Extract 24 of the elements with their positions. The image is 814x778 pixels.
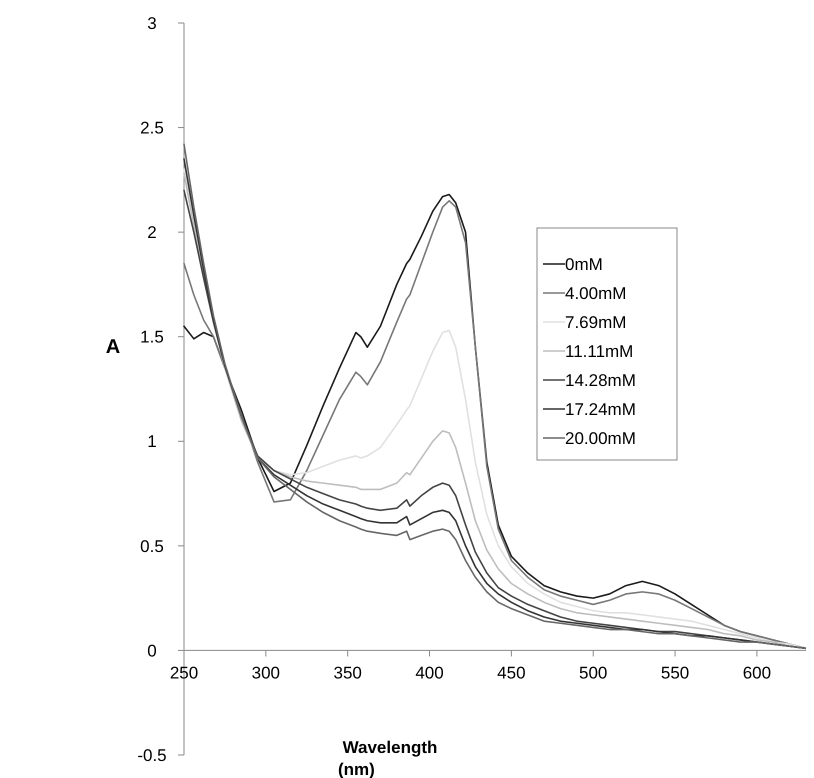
legend-label: 7.69mM <box>565 312 626 332</box>
y-tick-label: 1 <box>147 432 157 452</box>
legend-label: 4.00mM <box>565 284 626 303</box>
legend-label: 11.11mM <box>565 342 634 361</box>
legend-label: 17.24mM <box>565 400 636 419</box>
x-tick-label: 400 <box>415 663 444 682</box>
y-tick-label: -0.5 <box>137 746 167 765</box>
y-tick-label: 2.5 <box>140 118 164 138</box>
x-tick-label: 350 <box>333 663 362 682</box>
y-tick-label: 0 <box>147 641 157 660</box>
x-tick-label: 550 <box>660 663 690 682</box>
x-tick-label: 450 <box>497 663 526 682</box>
x-tick-label: 300 <box>252 663 280 682</box>
x-tick-label: 500 <box>579 663 608 682</box>
y-tick-label: 0.5 <box>140 536 164 556</box>
x-tick-label: 600 <box>742 663 772 682</box>
y-tick-label: 3 <box>147 14 157 33</box>
legend-label: 14.28mM <box>565 370 636 390</box>
y-tick-label: 2 <box>147 223 157 242</box>
legend-label: 20.00mM <box>565 428 636 448</box>
legend-label: 0mM <box>565 254 603 274</box>
y-axis-title: A <box>106 336 120 358</box>
y-tick-label: 1.5 <box>140 328 164 347</box>
x-tick-label: 250 <box>170 663 198 682</box>
